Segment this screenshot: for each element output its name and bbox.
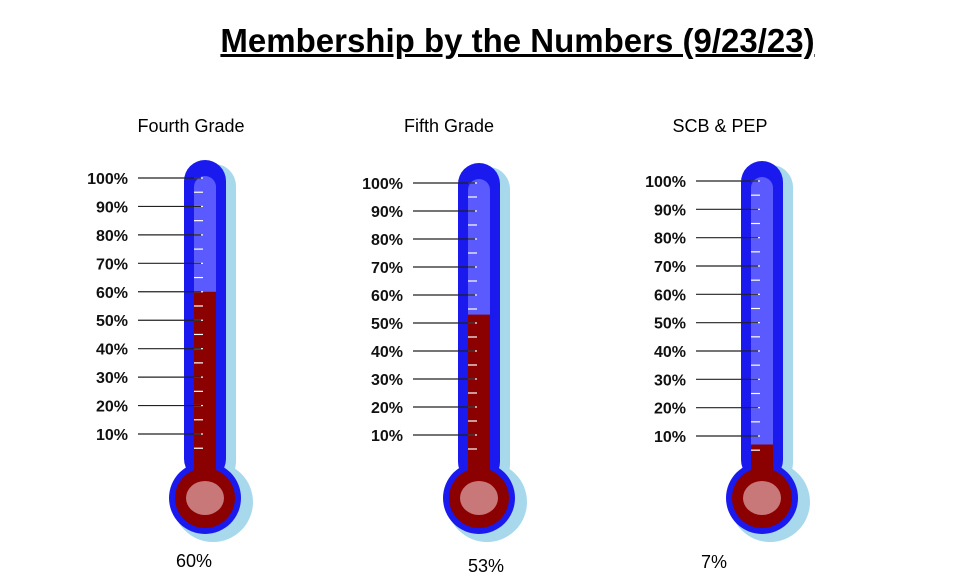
bulb-highlight: [460, 481, 498, 515]
tick-label: 70%: [96, 256, 128, 273]
tick-label: 10%: [96, 427, 128, 444]
tick-label: 80%: [96, 228, 128, 245]
tick-label: 50%: [654, 316, 686, 333]
tick-label: 60%: [654, 287, 686, 304]
thermometer: SCB & PEP 100% 90% 80% 70% 60% 50% 40% 30% 20% 10%…: [645, 116, 810, 572]
tick-label: 40%: [96, 342, 128, 359]
tick-label: 40%: [654, 344, 686, 361]
tick-label: 50%: [96, 313, 128, 330]
thermometer: Fifth Grade 100% 90% 80% 70% 60% 50% 40% 30% 20% 1…: [362, 116, 527, 576]
tick-label: 70%: [371, 260, 403, 277]
bulb-highlight: [186, 481, 224, 515]
category-label: Fourth Grade: [137, 116, 244, 136]
tick-label: 70%: [654, 259, 686, 276]
tick-label: 60%: [371, 288, 403, 305]
value-label: 60%: [176, 551, 212, 571]
mercury-column: [468, 314, 490, 488]
tick-label: 30%: [96, 370, 128, 387]
tick-label: 90%: [654, 202, 686, 219]
tick-label: 100%: [362, 176, 403, 193]
tick-label: 80%: [654, 231, 686, 248]
thermometer: Fourth Grade 100% 90% 80% 70% 60% 50% 40% 30% 20%…: [87, 116, 253, 571]
tick-label: 100%: [645, 174, 686, 191]
page-title: Membership by the Numbers (9/23/23): [220, 22, 815, 59]
value-label: 53%: [468, 556, 504, 576]
tick-label: 60%: [96, 285, 128, 302]
tick-label: 30%: [371, 372, 403, 389]
tick-label: 10%: [371, 428, 403, 445]
tick-label: 100%: [87, 171, 128, 188]
mercury-column: [194, 291, 216, 488]
tick-label: 20%: [96, 399, 128, 416]
tick-label: 10%: [654, 429, 686, 446]
value-label: 7%: [701, 552, 727, 572]
tick-label: 90%: [96, 199, 128, 216]
tick-label: 20%: [371, 400, 403, 417]
category-label: Fifth Grade: [404, 116, 494, 136]
tick-label: 50%: [371, 316, 403, 333]
category-label: SCB & PEP: [672, 116, 767, 136]
tick-label: 40%: [371, 344, 403, 361]
tick-label: 90%: [371, 204, 403, 221]
bulb-highlight: [743, 481, 781, 515]
tick-label: 30%: [654, 372, 686, 389]
tube-inner: [751, 177, 773, 477]
tick-label: 80%: [371, 232, 403, 249]
tick-label: 20%: [654, 401, 686, 418]
